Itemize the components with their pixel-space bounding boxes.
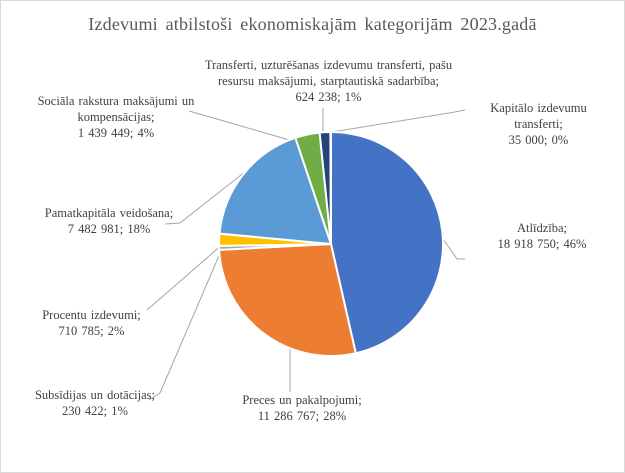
pie-slice-preces xyxy=(218,243,357,358)
leader-line-subsidijas xyxy=(148,250,222,401)
pie-slice-atlidziba xyxy=(330,131,444,355)
data-label-atlidziba: Atlīdzība; 18 918 750; 46% xyxy=(497,221,587,251)
leader-line-procentu xyxy=(146,243,224,311)
leader-line-sociala xyxy=(188,110,294,142)
data-label-sociala: Sociāla rakstura maksājumi un kompensāci… xyxy=(37,94,195,140)
data-label-kapitalo: Kapitālo izdevumu transferti; 35 000; 0% xyxy=(490,101,587,147)
leader-line-kapitalo xyxy=(331,109,466,133)
data-label-pamatkapitala: Pamatkapitāla veidošana; 7 482 981; 18% xyxy=(44,206,174,236)
data-label-transferti: Transferti, uzturēšanas izdevumu transfe… xyxy=(204,58,453,104)
chart-title: Izdevumi atbilstoši ekonomiskajām katego… xyxy=(88,14,537,34)
data-label-preces: Preces un pakalpojumi; 11 286 767; 28% xyxy=(242,393,362,423)
leader-line-pamatkapitala xyxy=(164,170,247,225)
pie-slice-pamatkapitala xyxy=(218,136,332,245)
data-label-procentu: Procentu izdevumi; 710 785; 2% xyxy=(42,308,141,338)
pie-slice-kapitalo xyxy=(329,130,332,245)
data-label-subsidijas: Subsīdijas un dotācijas; 230 422; 1% xyxy=(34,388,156,418)
